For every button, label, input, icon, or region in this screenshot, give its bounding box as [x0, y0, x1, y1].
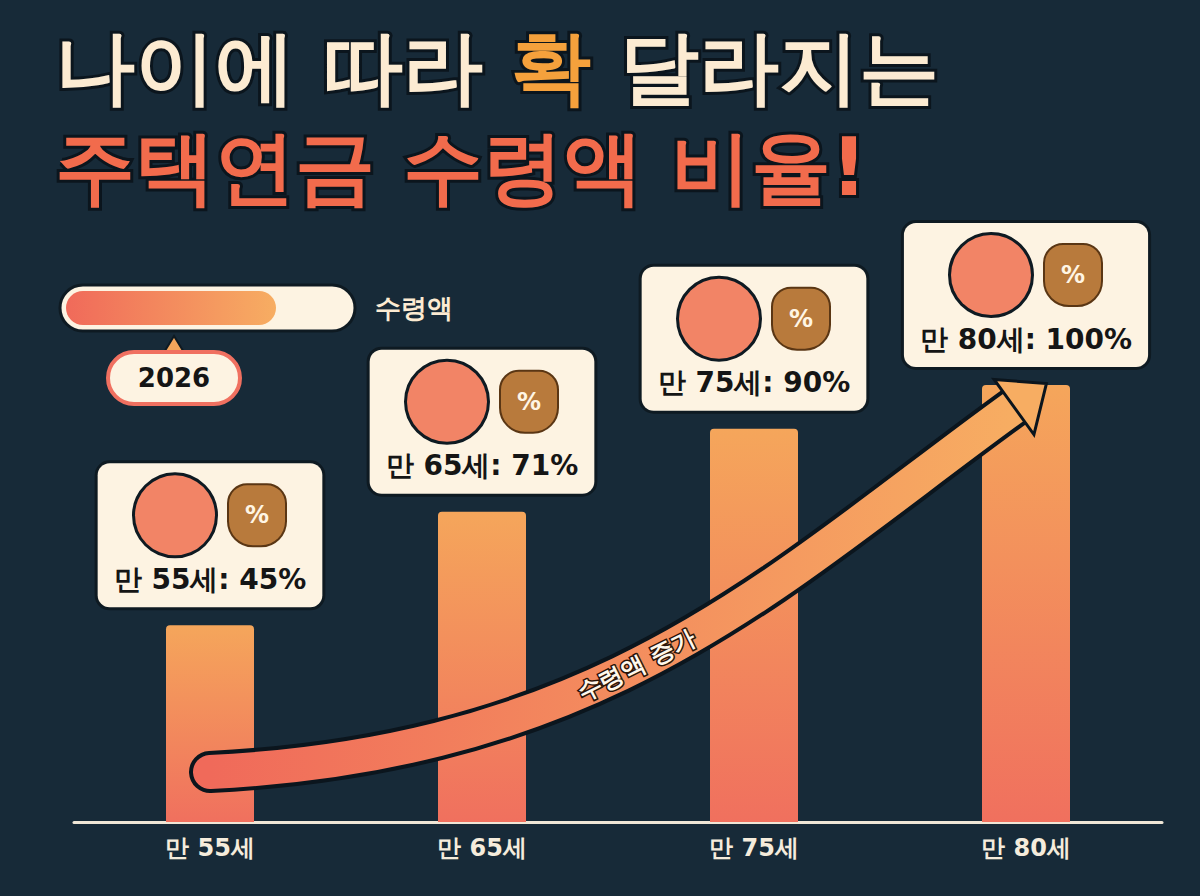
svg-text:%: % — [245, 501, 269, 529]
svg-text:수령액: 수령액 — [375, 293, 453, 323]
svg-text:%: % — [517, 388, 541, 416]
svg-text:2026: 2026 — [138, 363, 210, 393]
svg-text:%: % — [789, 305, 813, 333]
svg-text:달라지는: 달라지는 — [591, 21, 939, 114]
svg-text:만 80세: 만 80세 — [981, 834, 1071, 862]
svg-text:확: 확 — [511, 21, 591, 114]
svg-text:만 75세: 만 75세 — [709, 834, 799, 862]
svg-text:만 75세: 90%: 만 75세: 90% — [658, 366, 851, 399]
svg-text:%: % — [1061, 261, 1085, 289]
svg-text:만 55세: 만 55세 — [165, 834, 255, 862]
svg-text:만 65세: 71%: 만 65세: 71% — [386, 449, 579, 482]
svg-text:수령액 증가: 수령액 증가 — [573, 624, 700, 707]
svg-text:만 80세: 100%: 만 80세: 100% — [920, 323, 1132, 356]
svg-text:만 65세: 만 65세 — [437, 834, 527, 862]
svg-text:주택연금 수령액 비율!: 주택연금 수령액 비율! — [55, 121, 867, 214]
svg-text:만 55세: 45%: 만 55세: 45% — [114, 563, 307, 596]
svg-text:나이에 따라: 나이에 따라 — [55, 21, 511, 114]
